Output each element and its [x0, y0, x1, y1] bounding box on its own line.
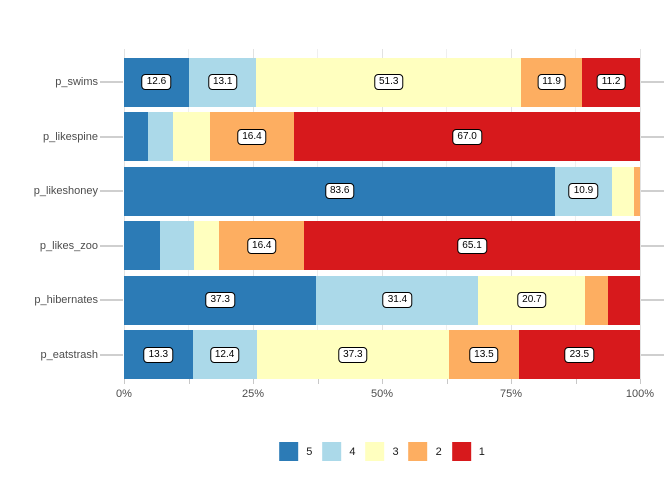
legend-swatch-5: [279, 442, 299, 461]
x-tick: [124, 379, 125, 384]
y-axis-label: p_likeshoney: [33, 185, 98, 198]
x-axis-tick-label: 75%: [499, 388, 523, 400]
y-tick-left: [100, 81, 123, 84]
value-label: 10.9: [568, 183, 599, 200]
legend-swatch-3: [365, 442, 385, 461]
y-tick-right: [641, 353, 664, 356]
bar-segment-3: [194, 221, 220, 271]
x-axis-tick-label: 0%: [116, 388, 132, 400]
bar-segment-1: [607, 275, 640, 325]
legend-label: 4: [349, 445, 356, 458]
value-label: 20.7: [517, 292, 547, 309]
legend-label: 3: [392, 445, 399, 458]
value-label: 11.9: [537, 74, 566, 91]
legend-label: 1: [478, 445, 485, 458]
value-label: 13.5: [469, 346, 499, 363]
y-tick-left: [100, 190, 123, 193]
y-tick-left: [100, 299, 123, 302]
y-tick-right: [641, 135, 664, 138]
value-label: 37.3: [338, 346, 368, 363]
y-tick-left: [100, 244, 123, 247]
value-label: 11.2: [596, 74, 626, 91]
bar-segment-5: [124, 112, 148, 162]
bar-row-p_eatstrash: [124, 330, 640, 380]
legend-label: 5: [306, 445, 313, 458]
y-axis-label: p_eatstrash: [40, 348, 98, 361]
value-label: 23.5: [564, 346, 595, 363]
legend-item-1: 1: [451, 442, 485, 461]
value-label: 31.4: [382, 292, 413, 309]
legend-label: 2: [435, 445, 442, 458]
legend-swatch-1: [451, 442, 471, 461]
x-tick: [382, 379, 383, 384]
y-tick-right: [641, 81, 664, 84]
x-tick: [640, 379, 641, 384]
y-tick-left: [100, 353, 123, 356]
legend-item-2: 2: [408, 442, 442, 461]
value-label: 12.4: [209, 346, 240, 363]
y-axis-label: p_likespine: [42, 130, 98, 143]
bar-segment-2: [633, 166, 640, 216]
value-label: 67.0: [452, 128, 482, 145]
y-axis-label: p_likes_zoo: [39, 239, 98, 252]
value-label: 65.1: [457, 237, 487, 254]
legend-item-5: 5: [279, 442, 312, 461]
plot-panel: 12.6 13.1 51.3 11.9 11.2 16.4 67.0 83.6 10.9 16.4…: [123, 49, 641, 380]
value-label: 12.6: [141, 74, 172, 91]
value-label: 16.4: [247, 237, 277, 254]
bar-segment-4: [147, 112, 173, 162]
x-axis-tick-label: 100%: [625, 388, 655, 400]
legend: 5 4 3 2 1: [279, 442, 485, 461]
bar-segment-4: [160, 221, 195, 271]
value-label: 16.4: [237, 128, 267, 145]
value-label: 37.3: [205, 292, 235, 309]
y-tick-left: [100, 135, 123, 138]
gridline-major: [639, 49, 641, 379]
x-axis-tick-label: 50%: [370, 388, 394, 400]
x-tick: [446, 379, 448, 384]
value-label: 13.3: [143, 346, 174, 363]
y-axis-label: p_swims: [55, 76, 98, 89]
bar-segment-3: [172, 112, 210, 162]
value-label: 13.1: [207, 74, 238, 91]
y-tick-right: [641, 299, 664, 302]
x-tick: [575, 379, 577, 384]
y-tick-right: [641, 244, 664, 247]
legend-swatch-4: [322, 442, 342, 461]
x-tick: [511, 379, 512, 384]
y-tick-right: [641, 190, 664, 193]
bar-row-p_likes_zoo: [124, 221, 640, 271]
x-tick: [253, 379, 254, 384]
x-axis-tick-label: 25%: [241, 388, 265, 400]
value-label: 51.3: [373, 74, 404, 91]
bar-row-p_likeshoney: [124, 166, 640, 216]
bar-segment-5: [124, 221, 161, 271]
x-tick: [188, 379, 190, 384]
legend-item-3: 3: [365, 442, 399, 461]
bar-row-p_likespine: [124, 112, 640, 162]
x-tick: [317, 379, 319, 384]
legend-item-4: 4: [322, 442, 355, 461]
y-axis-label: p_hibernates: [34, 294, 98, 307]
bar-segment-3: [611, 166, 634, 216]
legend-swatch-2: [408, 442, 428, 461]
bar-row-p_hibernates: [124, 275, 640, 325]
bar-segment-2: [585, 275, 608, 325]
value-label: 83.6: [324, 183, 355, 200]
